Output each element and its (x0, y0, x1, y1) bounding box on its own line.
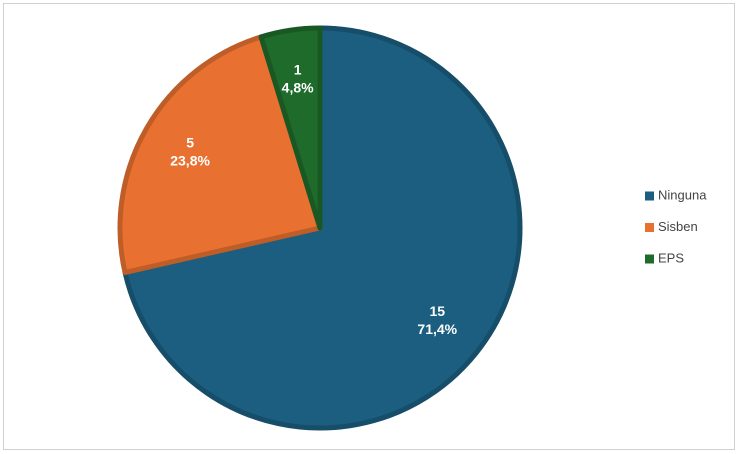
legend-label: EPS (658, 250, 684, 265)
data-label-percent: 71,4% (417, 321, 457, 337)
legend-swatch (645, 223, 654, 232)
legend-label: Sisben (658, 219, 698, 234)
data-label-count: 1 (294, 61, 302, 77)
data-label-percent: 4,8% (282, 79, 314, 95)
pie-slice (258, 25, 323, 231)
pie-slice (122, 25, 523, 431)
data-label-count: 15 (429, 303, 445, 319)
legend-swatch (645, 191, 654, 201)
data-label-count: 5 (186, 135, 194, 151)
data-label-percent: 23,8% (170, 153, 210, 169)
pie-slice (117, 34, 323, 276)
legend-label: Ninguna (658, 187, 707, 202)
legend-swatch (645, 254, 654, 264)
